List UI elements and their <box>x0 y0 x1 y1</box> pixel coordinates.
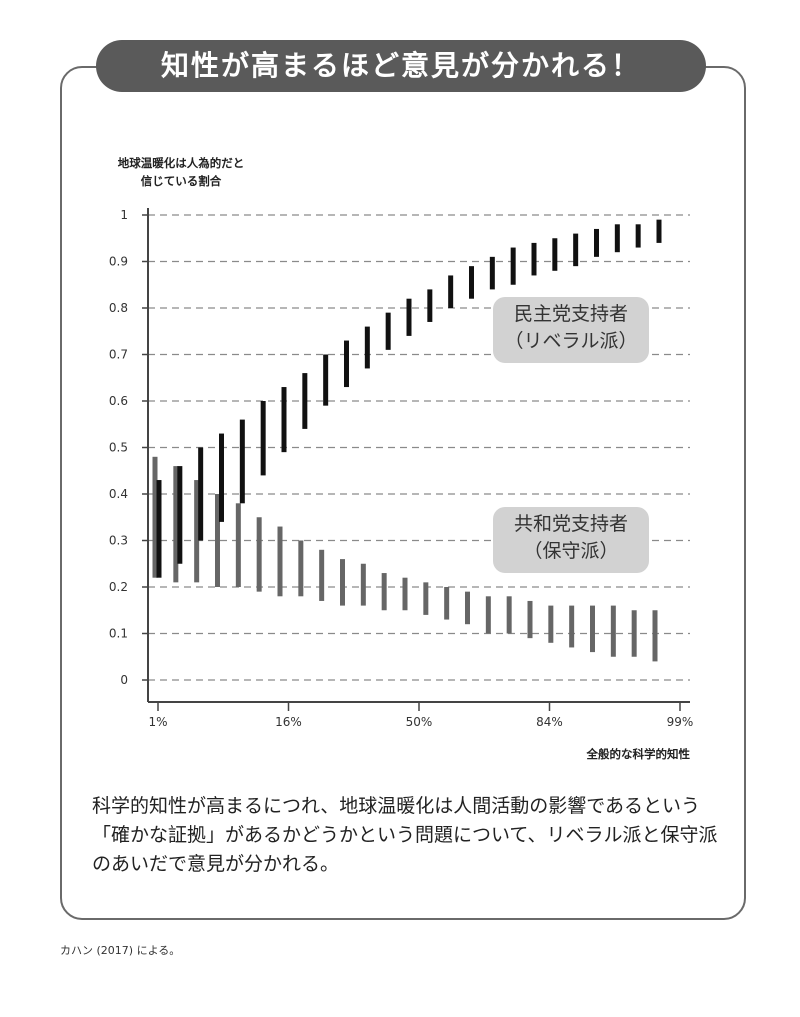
republican-bar <box>173 466 179 583</box>
x-tick-label: 16% <box>275 715 302 729</box>
source-note: カハン (2017) による。 <box>60 944 181 957</box>
democrat-bar <box>656 219 662 243</box>
figure-title: 知性が高まるほど意見が分かれる！ <box>96 40 706 92</box>
y-tick-label: 0.7 <box>109 348 128 362</box>
democrat-bar <box>156 480 162 578</box>
democrat-bar <box>573 233 579 267</box>
republican-bar <box>152 456 158 578</box>
republican-bar <box>298 540 304 597</box>
republican-bar <box>360 563 366 606</box>
y-axis-label-line: 信じている割合 <box>140 174 222 188</box>
legend-democrat-line: （リベラル派） <box>504 330 638 352</box>
republican-bar <box>194 480 200 583</box>
republican-bar <box>402 577 408 611</box>
democrat-bar <box>219 433 224 522</box>
democrat-bar <box>406 298 412 336</box>
democrat-bar <box>594 228 599 257</box>
democrat-bar <box>635 224 641 248</box>
democrat-bar <box>469 266 474 299</box>
legend-republican: 共和党支持者 （保守派） <box>493 507 649 573</box>
x-tick-label: 50% <box>406 715 433 729</box>
democrat-bar <box>239 419 245 504</box>
republican-bar <box>444 587 450 620</box>
republican-bar <box>381 573 387 611</box>
republican-bar <box>235 503 241 587</box>
democrat-bar <box>510 247 516 285</box>
republican-bar <box>485 596 491 634</box>
legend-republican-line: （保守派） <box>523 540 619 562</box>
x-tick-label: 99% <box>667 715 694 729</box>
y-tick-label: 0.1 <box>109 627 128 641</box>
republican-bar <box>569 605 575 648</box>
republican-bar <box>506 596 512 634</box>
democrat-bar <box>531 242 537 276</box>
republican-bar <box>465 591 470 625</box>
legend-democrat-line: 民主党支持者 <box>513 303 628 325</box>
republican-bar <box>527 600 533 639</box>
democrat-bar <box>323 354 329 406</box>
republican-bar <box>340 559 345 606</box>
legend-democrat: 民主党支持者 （リベラル派） <box>493 297 649 363</box>
democrat-bar <box>489 256 495 290</box>
legend-republican-line: 共和党支持者 <box>513 513 628 535</box>
democrat-bar <box>281 387 287 453</box>
democrat-bar <box>364 326 370 369</box>
x-tick-label: 1% <box>148 715 167 729</box>
y-tick-label: 0.5 <box>109 441 128 455</box>
democrat-bar <box>448 275 454 308</box>
republican-bar <box>590 605 595 653</box>
y-tick-label: 0.6 <box>109 394 128 408</box>
y-tick-label: 0.2 <box>109 580 128 594</box>
x-tick-label: 84% <box>536 715 563 729</box>
republican-bar <box>548 605 554 643</box>
y-tick-label: 0 <box>120 673 128 687</box>
democrat-bar <box>198 447 204 541</box>
figure-caption: 科学的知性が高まるにつれ、地球温暖化は人間活動の影響であるという「確かな証拠」が… <box>92 795 718 875</box>
y-tick-label: 0.3 <box>109 534 128 548</box>
y-tick-label: 0.8 <box>109 301 128 315</box>
republican-bar <box>277 526 283 597</box>
y-tick-label: 1 <box>120 208 128 222</box>
democrat-bar <box>344 340 349 388</box>
democrat-bar <box>302 373 308 429</box>
democrat-bar <box>552 238 558 271</box>
x-axis-label: 全般的な科学的知性 <box>586 747 691 761</box>
y-tick-label: 0.9 <box>109 255 128 269</box>
republican-bar <box>256 517 262 592</box>
democrat-bar <box>427 289 433 322</box>
republican-bar <box>652 610 658 662</box>
republican-bar <box>215 494 220 587</box>
republican-bar <box>423 582 429 615</box>
democrat-bar <box>614 224 620 253</box>
democrat-bar <box>177 466 183 564</box>
republican-bar <box>610 605 616 657</box>
republican-bar <box>631 610 637 657</box>
y-tick-label: 0.4 <box>109 487 128 501</box>
y-axis-label: 地球温暖化は人為的だと 信じている割合 <box>86 154 276 190</box>
democrat-bar <box>260 401 266 476</box>
democrat-bar <box>385 312 391 350</box>
republican-bar <box>319 549 325 601</box>
y-axis-label-line: 地球温暖化は人為的だと <box>117 156 245 170</box>
